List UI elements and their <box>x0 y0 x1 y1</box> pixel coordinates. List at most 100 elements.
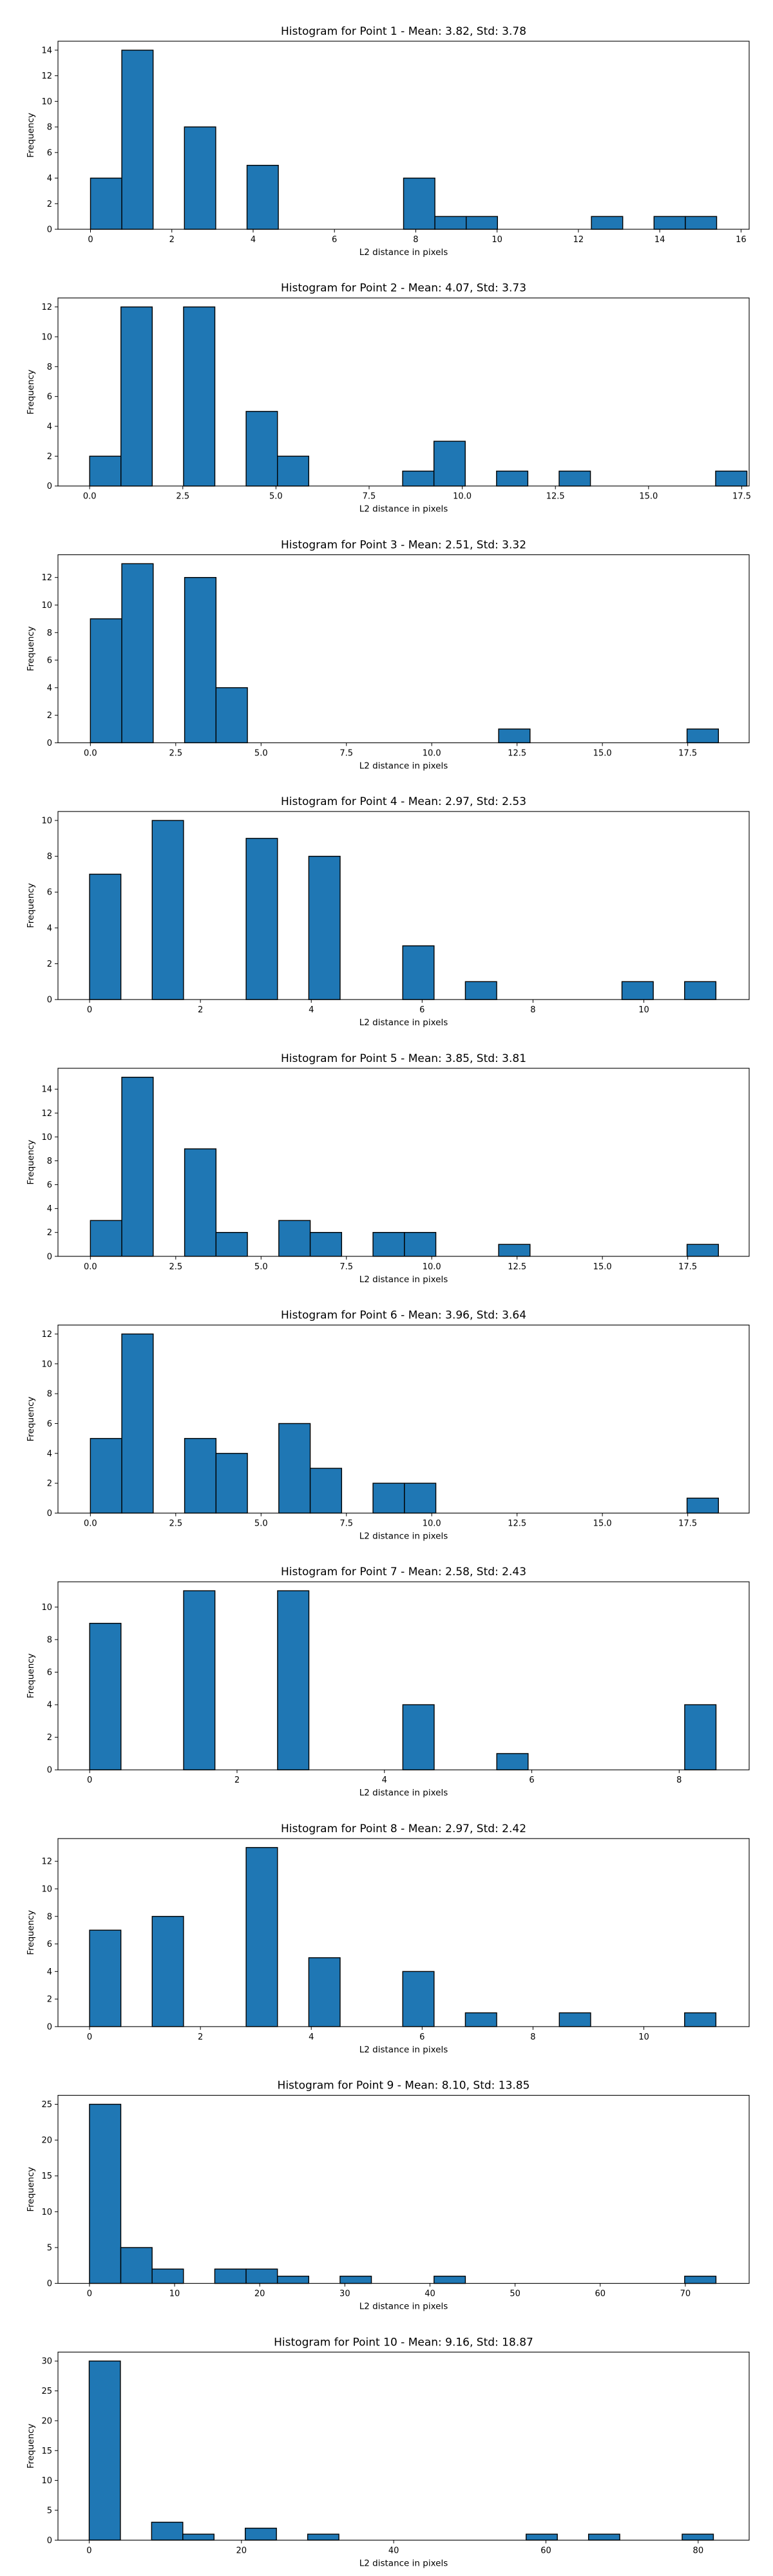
histogram-bar <box>90 1437 122 1514</box>
chart-title: Histogram for Point 10 - Mean: 9.16, Std… <box>274 2336 533 2349</box>
x-tick-label: 0 <box>87 1005 92 1015</box>
x-tick-label: 15.0 <box>593 1519 612 1529</box>
x-tick-label: 7.5 <box>339 1519 353 1529</box>
histogram-bar <box>184 1437 217 1514</box>
x-tick-label: 20 <box>236 2546 247 2555</box>
histogram-bar <box>245 411 278 487</box>
histogram-bar <box>685 216 718 230</box>
histogram-bar <box>684 1704 717 1770</box>
histogram-bar <box>715 470 748 487</box>
y-tick-label: 14 <box>41 46 52 55</box>
x-tick-label: 6 <box>419 1005 425 1015</box>
histogram-bar <box>151 820 184 1000</box>
histogram-bar <box>89 1622 122 1770</box>
x-tick-label: 8 <box>530 2032 535 2042</box>
x-tick-label: 20 <box>254 2289 265 2299</box>
x-tick-label: 2.5 <box>169 1262 182 1272</box>
x-tick-label: 10 <box>169 2289 180 2299</box>
y-tick-label: 10 <box>41 817 52 826</box>
x-tick-label: 0 <box>86 2546 91 2555</box>
y-tick-label: 4 <box>47 923 52 933</box>
y-tick-label: 2 <box>47 452 52 462</box>
x-axis-label: L2 distance in pixels <box>359 1531 448 1542</box>
x-tick-label: 4 <box>309 2032 314 2042</box>
x-axis-label: L2 distance in pixels <box>359 1018 448 1028</box>
x-tick-label: 5.0 <box>269 492 283 502</box>
y-tick-label: 20 <box>41 2416 52 2426</box>
plot-frame <box>57 811 750 1000</box>
histogram-bar <box>372 1482 405 1514</box>
histogram-bar <box>278 1220 311 1257</box>
x-tick-label: 5.0 <box>254 748 268 758</box>
plot-frame <box>57 1581 750 1770</box>
x-tick-label: 0 <box>87 2032 92 2042</box>
histogram-bar <box>653 216 686 230</box>
x-axis-label: L2 distance in pixels <box>359 761 448 771</box>
histogram-bar <box>215 1453 248 1514</box>
chart-title: Histogram for Point 9 - Mean: 8.10, Std:… <box>278 2079 530 2092</box>
histogram-bar <box>686 728 720 744</box>
x-tick-label: 4 <box>251 235 256 245</box>
histogram-bar <box>245 2268 278 2284</box>
x-tick-label: 6 <box>332 235 337 245</box>
x-tick-label: 0 <box>88 235 93 245</box>
y-tick-label: 8 <box>47 852 52 862</box>
x-tick-label: 2 <box>198 1005 203 1015</box>
histogram-bar <box>496 470 529 487</box>
histogram-panel-10: Histogram for Point 10 - Mean: 9.16, Std… <box>26 2336 750 2568</box>
histogram-bar <box>89 2103 122 2284</box>
y-tick-label: 4 <box>47 1701 52 1710</box>
x-tick-label: 0 <box>87 1776 92 1785</box>
histogram-bar <box>621 981 654 1000</box>
histogram-bar <box>276 455 309 487</box>
x-tick-label: 2 <box>198 2032 203 2042</box>
histogram-bar <box>245 1847 278 2027</box>
x-tick-label: 5.0 <box>254 1262 268 1272</box>
y-tick-label: 0 <box>47 225 52 235</box>
y-tick-label: 4 <box>47 1204 52 1214</box>
x-tick-label: 60 <box>595 2289 606 2299</box>
x-tick-label: 10 <box>491 235 502 245</box>
x-tick-label: 7.5 <box>339 748 353 758</box>
histogram-panel-8: Histogram for Point 8 - Mean: 2.97, Std:… <box>26 1823 750 2055</box>
histogram-bar <box>558 2012 591 2027</box>
histogram-bar <box>402 1704 435 1770</box>
histogram-bar <box>214 2268 247 2284</box>
y-axis-label: Frequency <box>26 1397 36 1442</box>
y-tick-label: 0 <box>47 1252 52 1262</box>
x-tick-label: 40 <box>388 2546 399 2555</box>
y-tick-label: 0 <box>47 739 52 748</box>
y-tick-label: 4 <box>47 1967 52 1977</box>
histogram-bar <box>277 1590 310 1770</box>
x-tick-label: 12.5 <box>508 1262 526 1272</box>
x-tick-label: 14 <box>654 235 665 245</box>
histogram-bar <box>120 306 153 487</box>
y-tick-label: 0 <box>47 2536 52 2546</box>
histogram-bar <box>89 455 122 487</box>
y-tick-label: 4 <box>47 174 52 184</box>
x-tick-label: 17.5 <box>678 748 697 758</box>
plot-frame <box>57 1068 750 1257</box>
y-tick-label: 10 <box>41 2208 52 2217</box>
y-axis-label: Frequency <box>26 1140 36 1185</box>
histogram-bar <box>402 470 435 487</box>
chart-title: Histogram for Point 7 - Mean: 2.58, Std:… <box>281 1566 526 1578</box>
x-tick-label: 70 <box>680 2289 691 2299</box>
x-tick-label: 16 <box>736 235 747 245</box>
x-tick-label: 12 <box>573 235 584 245</box>
y-tick-label: 15 <box>41 2447 52 2456</box>
histogram-bar <box>464 981 497 1000</box>
y-tick-label: 0 <box>47 2279 52 2289</box>
y-axis-label: Frequency <box>26 1910 36 1955</box>
y-tick-label: 8 <box>47 123 52 133</box>
x-tick-label: 0.0 <box>84 1519 97 1529</box>
histogram-bar <box>184 126 216 230</box>
y-tick-label: 8 <box>47 363 52 372</box>
y-tick-label: 20 <box>41 2136 52 2146</box>
x-tick-label: 17.5 <box>678 1519 697 1529</box>
y-tick-label: 4 <box>47 1449 52 1459</box>
histogram-bar <box>246 164 279 230</box>
y-tick-label: 8 <box>47 1157 52 1166</box>
x-axis-label: L2 distance in pixels <box>359 247 448 258</box>
